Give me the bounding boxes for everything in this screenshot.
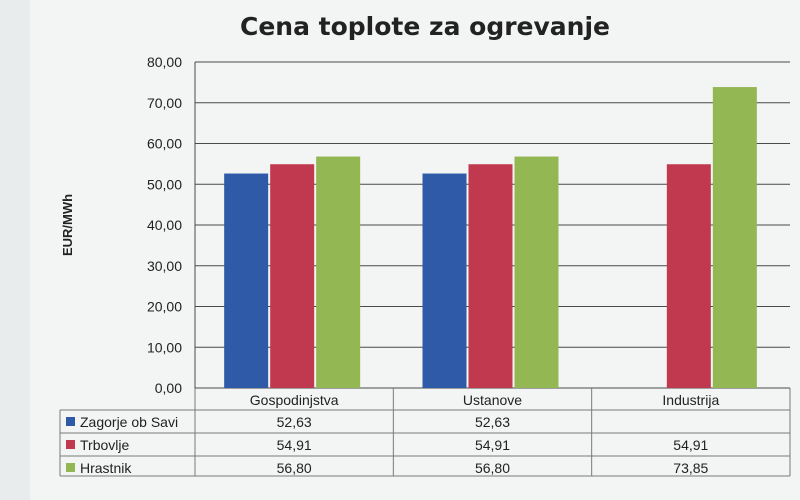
- legend-label: Trbovlje: [80, 437, 129, 453]
- data-label: 56,80: [277, 460, 312, 476]
- y-tick-label: 0,00: [155, 380, 182, 396]
- y-axis-label: EUR/MWh: [60, 194, 75, 256]
- x-category-label: Gospodinjstva: [250, 392, 339, 408]
- data-label: 54,91: [475, 437, 510, 453]
- y-tick-label: 30,00: [147, 258, 182, 274]
- data-label: 52,63: [475, 414, 510, 430]
- bar: [468, 164, 513, 388]
- data-label: 56,80: [475, 460, 510, 476]
- y-tick-label: 10,00: [147, 339, 182, 355]
- legend-label: Zagorje ob Savi: [80, 414, 178, 430]
- data-label: 54,91: [277, 437, 312, 453]
- bar: [270, 164, 315, 388]
- legend-swatch: [66, 463, 75, 472]
- bar: [514, 156, 559, 388]
- y-tick-label: 80,00: [147, 54, 182, 70]
- data-label: 73,85: [673, 460, 708, 476]
- bar: [422, 173, 467, 388]
- bar: [316, 156, 361, 388]
- y-tick-label: 60,00: [147, 136, 182, 152]
- x-category-label: Ustanove: [463, 392, 522, 408]
- legend-swatch: [66, 440, 75, 449]
- y-tick-label: 40,00: [147, 217, 182, 233]
- x-category-label: Industrija: [662, 392, 719, 408]
- chart-title: Cena toplote za ogrevanje: [240, 12, 610, 41]
- plot-area: 0,00 10,00 20,00 30,00 40,00 50,00 60,00 70,00 8…: [147, 54, 790, 396]
- data-label: 54,91: [673, 437, 708, 453]
- legend-swatch: [66, 417, 75, 426]
- legend-label: Hrastnik: [80, 460, 132, 476]
- y-tick-label: 70,00: [147, 95, 182, 111]
- bar: [224, 173, 269, 388]
- data-table: Gospodinjstva Ustanove Industrija Zagorje o…: [59, 388, 791, 477]
- y-tick-label: 50,00: [147, 176, 182, 192]
- data-label: 52,63: [277, 414, 312, 430]
- y-tick-label: 20,00: [147, 299, 182, 315]
- bar: [666, 164, 711, 388]
- bar: [712, 87, 757, 388]
